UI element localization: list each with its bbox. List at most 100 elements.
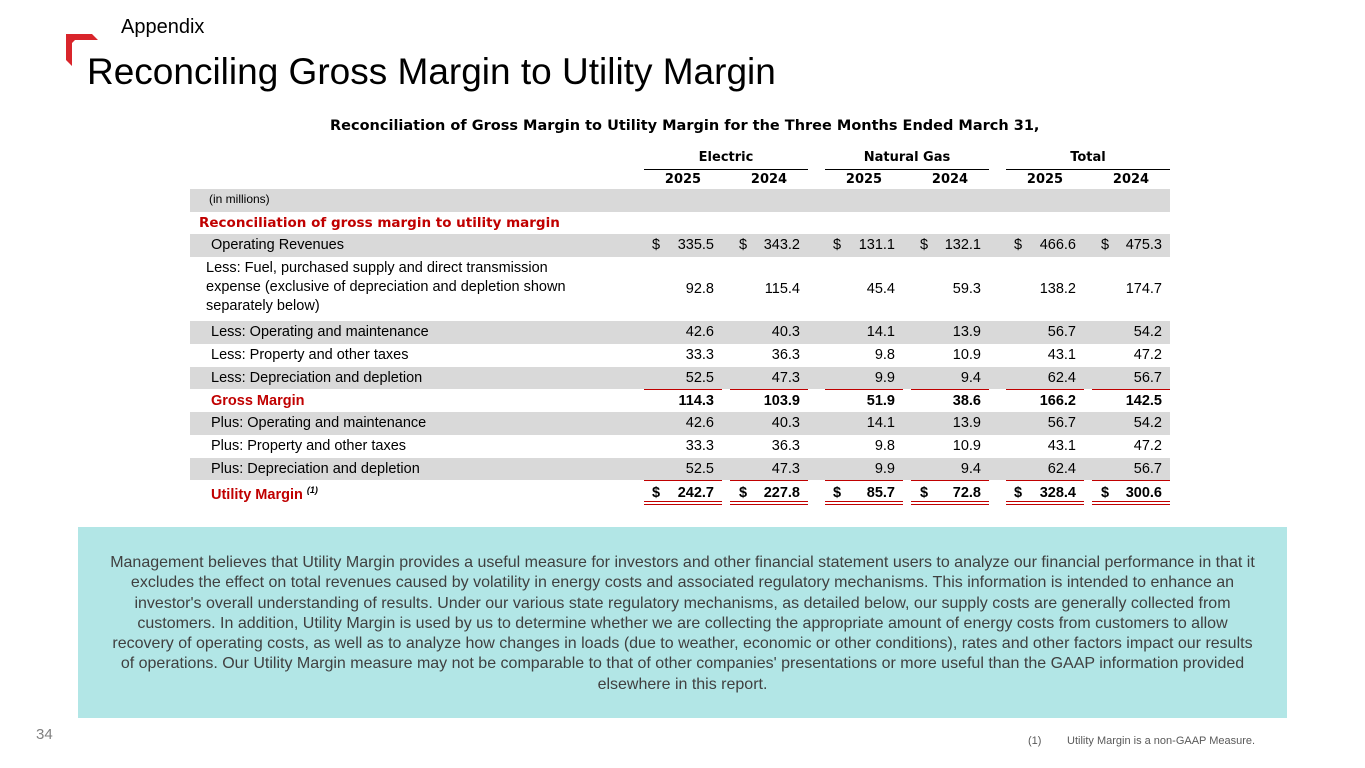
row-label: Less: Depreciation and depletion [211, 370, 422, 386]
currency-symbol: $ [833, 485, 842, 501]
value-cell: 62.4 [1047, 370, 1076, 386]
subtotal-rule [730, 480, 808, 481]
value-cell: 36.3 [771, 347, 800, 363]
total-double-rule [825, 501, 903, 505]
table-row-plus-depreciation: Plus: Depreciation and depletion 52.5 47.3… [190, 458, 1170, 480]
value-cell: 92.8 [685, 281, 714, 297]
row-label-text: Less: Depreciation and depletion [211, 370, 423, 386]
footnote-mark: (1) [1028, 735, 1042, 747]
value-cell: 40.3 [771, 324, 800, 340]
row-label-text: Less: Operating and maintenance [211, 324, 429, 340]
disclaimer-text: Management believes that Utility Margin … [110, 554, 1255, 693]
value-cell: 13.9 [952, 415, 981, 431]
value-cell: 13.9 [952, 324, 981, 340]
row-label: Operating Revenues [211, 237, 344, 253]
section-heading-row: Reconciliation of gross margin to utilit… [190, 212, 1170, 234]
value-cell: 300.6 [1125, 485, 1162, 501]
row-label: Gross Margin [211, 393, 304, 409]
total-double-rule [730, 501, 808, 505]
year-header: 2025 [1006, 171, 1084, 190]
currency-symbol: $ [739, 485, 748, 501]
row-label: Utility Margin (1) [211, 485, 318, 503]
row-label-text: Operating Revenues [211, 237, 344, 253]
value-cell: 45.4 [866, 281, 895, 297]
year-header: 2025 [644, 171, 722, 190]
value-cell: 56.7 [1047, 415, 1076, 431]
row-label-text: Utility Margin [211, 486, 303, 503]
row-label: Less: Operating and maintenance [211, 324, 429, 340]
value-cell: 475.3 [1125, 237, 1162, 253]
total-double-rule [1092, 501, 1170, 505]
currency-symbol: $ [1014, 485, 1023, 501]
value-cell: 174.7 [1125, 281, 1162, 297]
total-double-rule [911, 501, 989, 505]
value-cell: 42.6 [685, 415, 714, 431]
table-row-gross-margin: Gross Margin 114.3 103.9 51.9 38.6 166.2 142.5 [190, 389, 1170, 412]
value-cell: 9.4 [960, 461, 981, 477]
currency-symbol: $ [920, 485, 929, 501]
table-row-less-depreciation: Less: Depreciation and depletion 52.5 47.3… [190, 367, 1170, 389]
table-row-less-operating-maintenance: Less: Operating and maintenance 42.6 40.3 1… [190, 321, 1170, 344]
table-row-less-fuel-supply: Less: Fuel, purchased supply and direct … [190, 257, 1170, 321]
row-label-text: Plus: Operating and maintenance [211, 415, 427, 431]
value-cell: 72.8 [952, 485, 981, 501]
table-row-plus-property-taxes: Plus: Property and other taxes 33.3 36.3 9.… [190, 435, 1170, 458]
value-cell: 9.8 [874, 438, 895, 454]
subtotal-rule [1006, 389, 1084, 390]
subtotal-rule [644, 480, 722, 481]
subtotal-rule [1092, 389, 1170, 390]
currency-symbol: $ [833, 237, 842, 253]
value-cell: 47.2 [1133, 438, 1162, 454]
year-header: 2024 [1092, 171, 1170, 190]
value-cell: 52.5 [685, 461, 714, 477]
value-cell: 51.9 [866, 393, 895, 409]
subtotal-rule [825, 480, 903, 481]
currency-symbol: $ [739, 237, 748, 253]
year-header: 2024 [730, 171, 808, 190]
subtotal-rule [730, 389, 808, 390]
value-cell: 47.3 [771, 370, 800, 386]
total-double-rule [644, 501, 722, 505]
value-cell: 328.4 [1039, 485, 1076, 501]
value-cell: 47.3 [771, 461, 800, 477]
value-cell: 42.6 [685, 324, 714, 340]
currency-symbol: $ [920, 237, 929, 253]
value-cell: 166.2 [1039, 393, 1076, 409]
disclaimer-box: Management believes that Utility Margin … [78, 527, 1287, 718]
footnote-ref: (1) [306, 485, 318, 495]
value-cell: 138.2 [1039, 281, 1076, 297]
currency-symbol: $ [652, 237, 661, 253]
table-title: Reconciliation of Gross Margin to Utilit… [330, 118, 1040, 134]
section-heading: Reconciliation of gross margin to utilit… [199, 215, 560, 231]
row-label: Less: Fuel, purchased supply and direct … [206, 259, 606, 316]
subtotal-rule [1092, 480, 1170, 481]
value-cell: 335.5 [677, 237, 714, 253]
group-header-total: Total [1006, 149, 1170, 170]
value-cell: 9.9 [874, 461, 895, 477]
group-header-natural-gas: Natural Gas [825, 149, 989, 170]
value-cell: 56.7 [1133, 461, 1162, 477]
value-cell: 56.7 [1047, 324, 1076, 340]
row-label: Plus: Depreciation and depletion [211, 461, 420, 477]
total-double-rule [1006, 501, 1084, 505]
year-header: 2024 [911, 171, 989, 190]
row-label: Plus: Property and other taxes [211, 438, 406, 454]
value-cell: 466.6 [1039, 237, 1076, 253]
value-cell: 43.1 [1047, 438, 1076, 454]
currency-symbol: $ [1101, 237, 1110, 253]
subtotal-rule [1006, 480, 1084, 481]
value-cell: 47.2 [1133, 347, 1162, 363]
value-cell: 10.9 [952, 438, 981, 454]
brand-corner-icon [66, 34, 98, 66]
subtotal-rule [825, 389, 903, 390]
subtotal-rule [911, 480, 989, 481]
value-cell: 54.2 [1133, 324, 1162, 340]
value-cell: 132.1 [944, 237, 981, 253]
value-cell: 33.3 [685, 438, 714, 454]
year-header: 2025 [825, 171, 903, 190]
currency-symbol: $ [652, 485, 661, 501]
page-title: Reconciling Gross Margin to Utility Marg… [87, 51, 776, 92]
table-row-operating-revenues: Operating Revenues 335.5 $343.2 $131.1 $132.… [190, 234, 1170, 257]
group-header-electric: Electric [644, 149, 808, 170]
units-row: (in millions) [190, 189, 1170, 212]
